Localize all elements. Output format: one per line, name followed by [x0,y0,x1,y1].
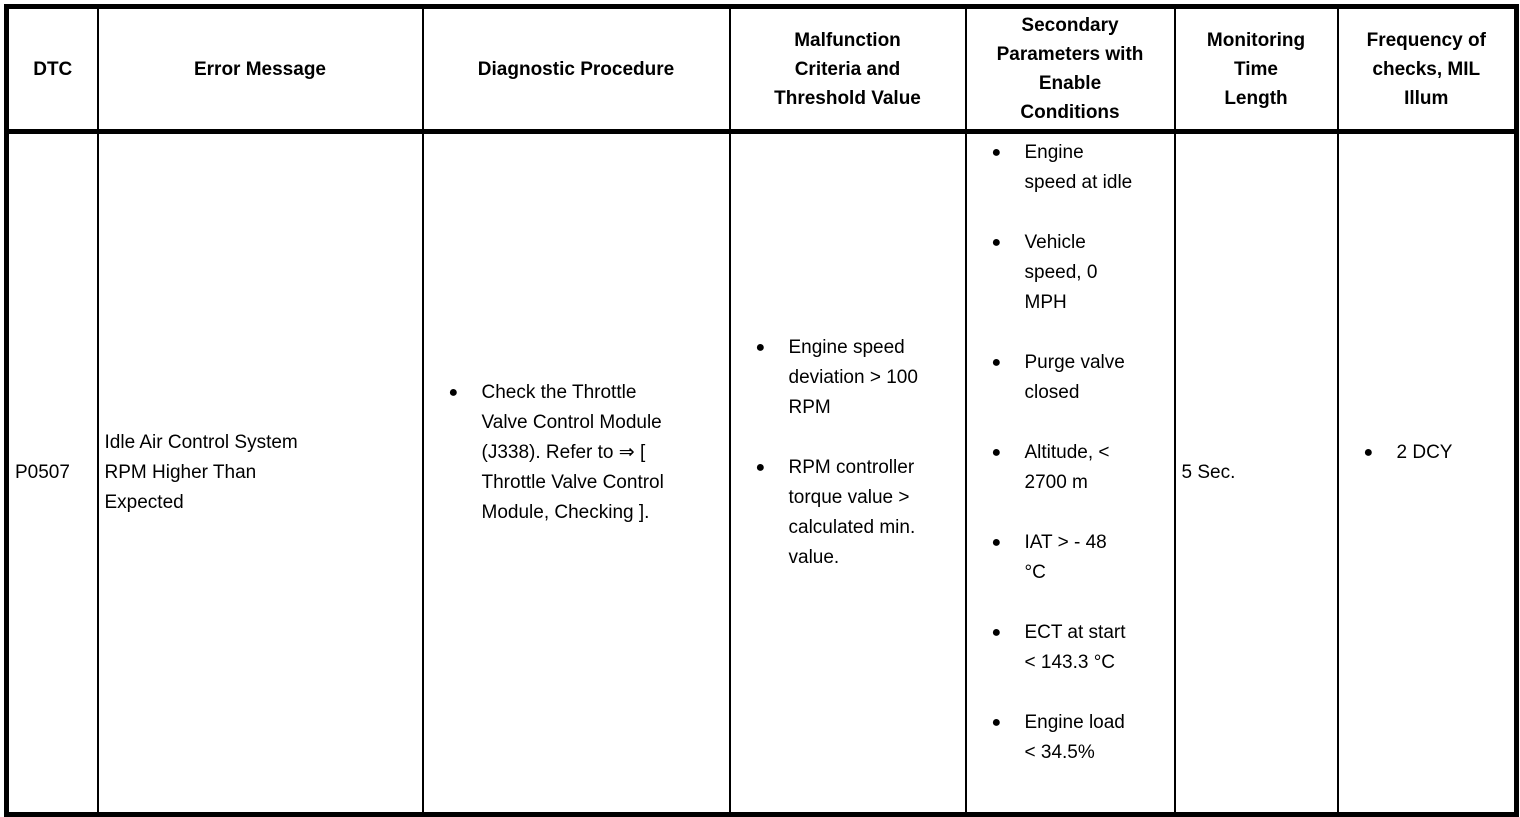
secondary-parameter: Purge valve closed [1024,352,1125,403]
list-item: ● Engine speed deviation > 100 RPM [735,333,961,423]
header-malfunction-criteria: Malfunction Criteria and Threshold Value [728,5,967,134]
list-item: ● IAT > - 48 °C [971,528,1170,588]
list-item: ● Check the Throttle Valve Control Modul… [428,378,725,528]
header-row: DTC Error Message Diagnostic Procedure M… [5,5,1518,134]
dtc-table: DTC Error Message Diagnostic Procedure M… [4,4,1519,817]
list-item: ● 2 DCY [1343,438,1511,468]
malfunction-criterion: Engine speed deviation > 100 RPM [788,337,918,418]
bullet-icon: ● [991,234,1002,251]
bullet-icon: ● [991,444,1002,461]
list-item: ● Engine speed at idle [971,138,1170,198]
header-frequency: Frequency of checks, MIL Illum [1336,5,1518,134]
header-dtc: DTC [5,5,99,134]
cell-error-message: Idle Air Control System RPM Higher Than … [96,130,424,816]
bullet-icon: ● [755,459,766,476]
bullet-icon: ● [448,384,459,401]
list-item: ● Vehicle speed, 0 MPH [971,228,1170,318]
list-item: ● Engine load < 34.5% [971,708,1170,768]
secondary-parameter: Engine load < 34.5% [1024,712,1125,763]
cell-malfunction-criteria: ● Engine speed deviation > 100 RPM ● RPM… [728,130,967,816]
secondary-parameter: ECT at start < 143.3 °C [1024,622,1126,673]
cell-dtc-code: P0507 [5,130,99,816]
bullet-icon: ● [991,714,1002,731]
bullet-icon: ● [991,144,1002,161]
list-item: ● RPM controller torque value > calculat… [735,453,961,573]
secondary-parameter: Engine speed at idle [1024,142,1133,193]
list-item: ● Purge valve closed [971,348,1170,408]
secondary-parameter: Vehicle speed, 0 MPH [1024,232,1098,313]
list-item: ● Altitude, < 2700 m [971,438,1170,498]
malfunction-criterion: RPM controller torque value > calculated… [788,457,916,568]
header-monitoring-time: Monitoring Time Length [1173,5,1339,134]
header-secondary-parameters: Secondary Parameters with Enable Conditi… [964,5,1176,134]
bullet-icon: ● [991,624,1002,641]
bullet-icon: ● [755,339,766,356]
bullet-icon: ● [991,534,1002,551]
diagnostic-step: Check the Throttle Valve Control Module … [481,382,664,523]
cell-diagnostic-procedure: ● Check the Throttle Valve Control Modul… [421,130,731,816]
table-row: P0507 Idle Air Control System RPM Higher… [5,130,1518,816]
cell-frequency: ● 2 DCY [1336,130,1518,816]
bullet-icon: ● [991,354,1002,371]
header-diagnostic-procedure: Diagnostic Procedure [421,5,731,134]
bullet-icon: ● [1363,444,1374,461]
header-error-message: Error Message [96,5,424,134]
secondary-parameter: Altitude, < 2700 m [1024,442,1110,493]
list-item: ● ECT at start < 143.3 °C [971,618,1170,678]
frequency-value: 2 DCY [1396,442,1453,463]
secondary-parameter: IAT > - 48 °C [1024,532,1107,583]
cell-monitoring-time: 5 Sec. [1173,130,1339,816]
cell-secondary-parameters: ● Engine speed at idle ● Vehicle speed, … [964,130,1176,816]
